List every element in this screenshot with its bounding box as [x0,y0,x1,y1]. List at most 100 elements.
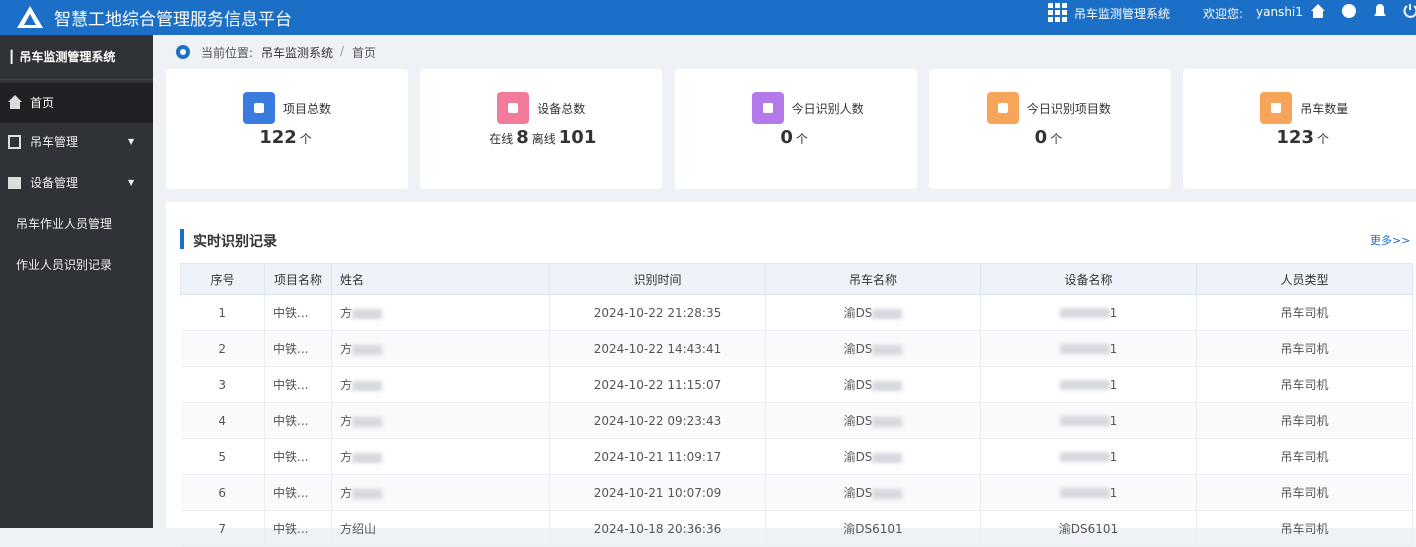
menu-item[interactable]: 首页 [0,83,153,123]
table-cell: 吊车司机 [1196,474,1413,511]
blurred-text [1059,344,1110,354]
blurred-text [1059,380,1110,390]
table-cell: 1 [980,330,1197,367]
table-cell: 中铁... [264,474,332,511]
table-cell: 1 [980,474,1197,511]
cell-text: 中铁... [273,486,309,500]
column-header: 人员类型 [1196,263,1413,295]
cell-text: 方 [340,306,353,320]
table-row: 1 中铁... 方 2024-10-22 21:28:35 渝DS 1 吊车司机 [180,294,1413,331]
stat-label: 设备总数 [537,102,586,116]
table-cell: 6 [180,474,265,511]
stat-card: 设备总数 在线 8 离线 101 [420,69,663,189]
table-cell: 渝DS [765,474,981,511]
header-icons[interactable] [1310,3,1416,19]
cell-text: 吊车司机 [1280,486,1329,500]
cell-text: 渝DS [843,378,873,392]
cell-text: 渝DS [843,306,873,320]
stat-label: 今日识别人数 [791,102,864,116]
stat-icon [243,92,275,124]
table-cell: 2024-10-22 09:23:43 [549,402,766,439]
table-cell: 1 [980,366,1197,403]
more-link[interactable]: 更多>> [1370,234,1411,247]
table-cell: 1 [980,402,1197,439]
cell-text: 吊车司机 [1280,414,1329,428]
table-cell: 方 [331,438,550,475]
cell-text: 1 [1109,341,1118,356]
table-row: 7 中铁... 方绍山 2024-10-18 20:36:36 渝DS6101 渝DS61… [180,510,1413,547]
stat-icon [497,92,530,124]
cell-text: 吊车司机 [1280,522,1329,536]
blurred-text [872,344,903,355]
unit: 个 [1050,132,1063,146]
unit: 个 [299,132,312,146]
column-header: 项目名称 [264,263,332,295]
cell-text: 渝DS [843,414,873,428]
blurred-text [352,380,383,391]
table-cell: 2 [180,330,265,367]
app-title: 智慧工地综合管理服务信息平台 [54,10,292,30]
cell-text: 6 [218,485,227,500]
count: 123 [1276,127,1314,148]
cell-text: 4 [218,413,227,428]
blurred-text [872,308,903,319]
cell-text: 方绍山 [340,522,377,536]
cell-text: 1 [1109,485,1118,500]
sidebar-title: ┃ 吊车监测管理系统 [0,35,153,80]
cell-text: 渝DS [843,486,873,500]
table-cell: 2024-10-22 21:28:35 [549,294,766,331]
cell-text: 1 [1109,413,1118,428]
column-header: 姓名 [331,263,550,295]
breadcrumb-link[interactable]: 吊车监测系统 [261,46,334,60]
table-cell: 吊车司机 [1196,294,1413,331]
menu-label: 吊车管理 [30,135,79,149]
offline-count: 101 [558,127,597,148]
table-cell: 渝DS6101 [980,510,1197,547]
menu-item[interactable]: 设备管理 ▼ [30,176,135,190]
blurred-text [872,380,903,391]
menu-item[interactable]: 作业人员识别记录 [0,245,153,285]
blurred-text [352,308,383,319]
cell-text: 1 [1109,305,1118,320]
blurred-text [352,452,383,463]
menu-item[interactable]: 吊车管理 ▼ [30,135,135,149]
records-panel: 实时识别记录 更多>> 序号 项目名称 姓名 识别时间 吊车名称 设备名称 人员类型 1 中铁.… [166,202,1416,547]
table-cell: 中铁... [264,330,332,367]
table-row: 4 中铁... 方 2024-10-22 09:23:43 渝DS 1 吊车司机 [180,402,1413,439]
table-cell: 中铁... [264,438,332,475]
menu-label: 作业人员识别记录 [16,258,113,272]
location-icon [176,45,190,59]
cell-text: 中铁... [273,522,309,536]
blurred-text [352,344,383,355]
stat-icon [986,92,1019,124]
table-cell: 1 [980,438,1197,475]
cell-text: 2024-10-21 11:09:17 [593,449,722,464]
cell-text: 方 [340,414,353,428]
cell-text: 渝DS6101 [843,522,903,536]
menu-label: 设备管理 [30,176,79,190]
apps-icon[interactable] [1048,3,1068,23]
table-cell: 吊车司机 [1196,366,1413,403]
table-cell: 1 [180,294,265,331]
blurred-text [1059,416,1110,426]
welcome: 欢迎您: [1203,7,1244,21]
system-link[interactable]: 吊车监测管理系统 [1074,7,1171,21]
table-cell: 渝DS [765,438,981,475]
sidebar: ┃ 吊车监测管理系统 首页 吊车管理 ▼ 设备管理 ▼ 吊车作业人员管理 作业人员识… [0,35,153,528]
menu-item[interactable]: 吊车作业人员管理 [0,204,153,244]
header-row: 序号 项目名称 姓名 识别时间 吊车名称 设备名称 人员类型 [180,263,1413,295]
breadcrumb-label: 当前位置: [201,46,254,60]
table-cell: 渝DS [765,402,981,439]
table-cell: 4 [180,402,265,439]
cell-text: 方 [340,378,353,392]
breadcrumb: 当前位置: 吊车监测系统 / 首页 [153,35,1416,68]
table-cell: 方 [331,366,550,403]
username[interactable]: yanshi1 [1256,5,1303,19]
table-cell: 2024-10-22 14:43:41 [549,330,766,367]
cell-text: 中铁... [273,378,309,392]
blurred-text [352,416,383,427]
table-cell: 5 [180,438,265,475]
column-header: 识别时间 [549,263,766,295]
cell-text: 2024-10-22 11:15:07 [593,377,722,392]
cell-text: 1 [1109,377,1118,392]
